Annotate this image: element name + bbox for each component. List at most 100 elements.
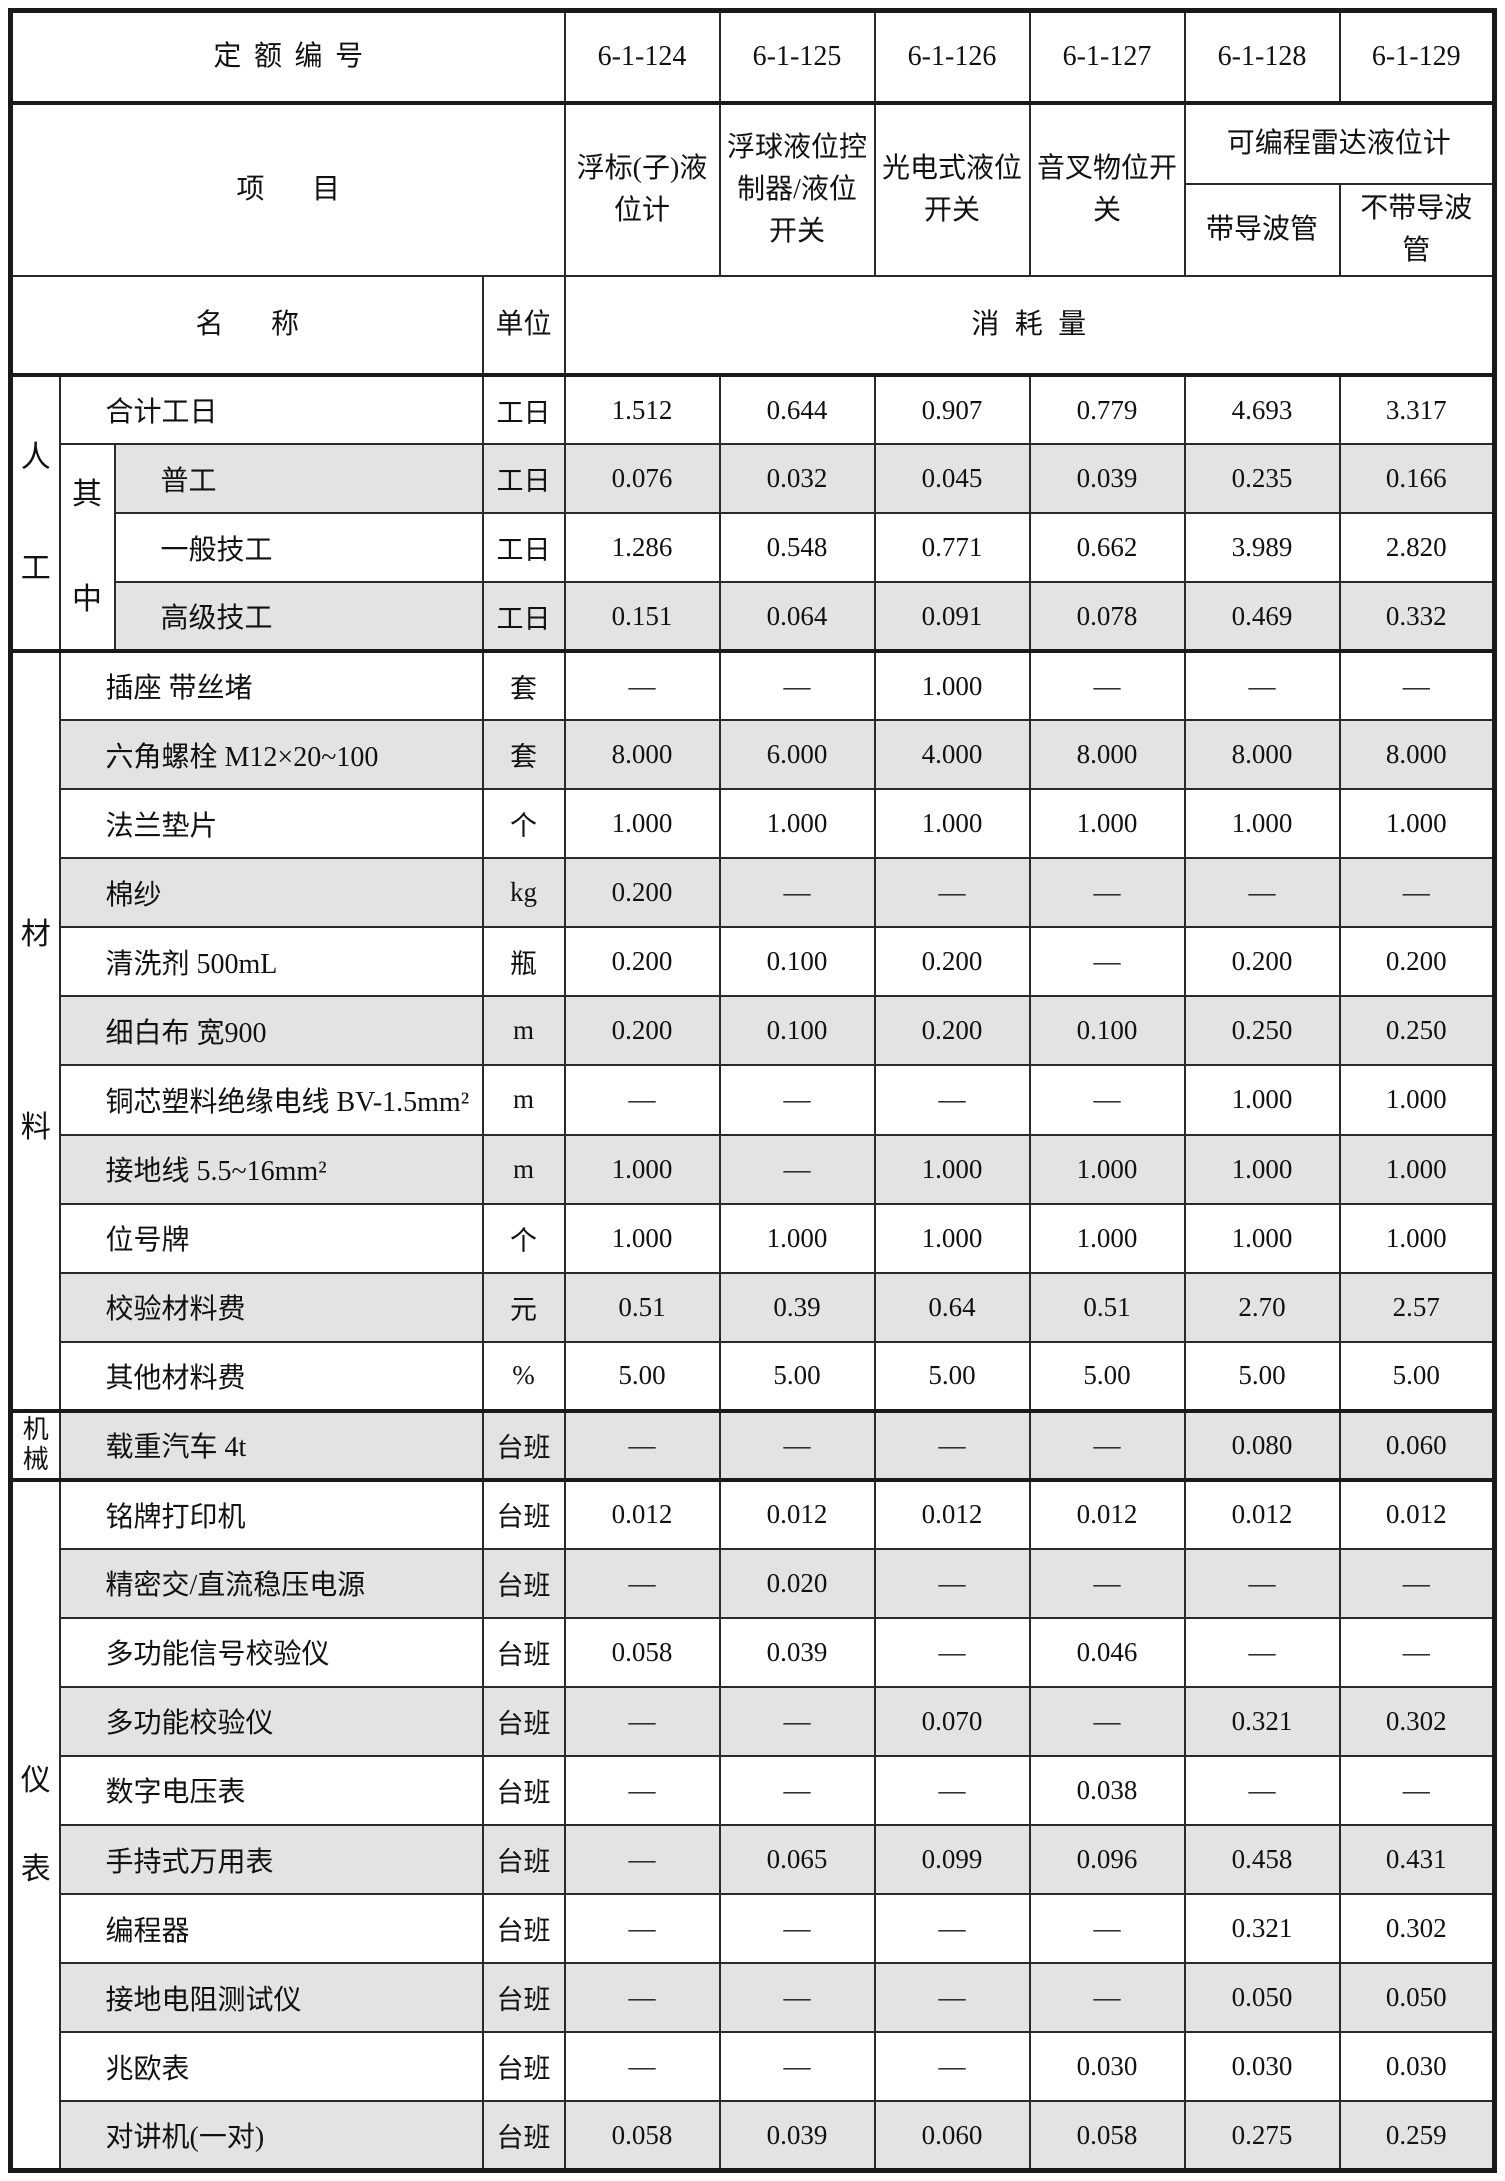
section-label-machinery: 机械	[9, 1408, 61, 1481]
row-value: —	[873, 857, 1031, 929]
row-value: 0.321	[1183, 1893, 1341, 1965]
row-value: 1.000	[1183, 1133, 1341, 1205]
row-value: 1.000	[1338, 1133, 1496, 1205]
row-value: —	[718, 1962, 876, 2034]
item-column-header: 音叉物位开关	[1028, 102, 1186, 277]
row-value: —	[718, 649, 876, 722]
table-row: 数字电压表 台班 — — —0.038— —	[11, 1754, 1496, 1826]
row-value: —	[1028, 1893, 1186, 1965]
row-value: 0.100	[1028, 995, 1186, 1067]
table-row: 材料插座 带丝堵套 — —1.000— — —	[9, 649, 1496, 1412]
row-value: —	[1183, 1616, 1341, 1688]
row-name: 法兰垫片	[58, 788, 484, 860]
row-value: —	[563, 1893, 721, 1965]
name-unit-row: 名称 单位 消耗量	[9, 275, 1496, 377]
row-value: 1.000	[1183, 1064, 1341, 1136]
row-value: —	[1183, 649, 1341, 722]
row-name: 铭牌打印机	[58, 1477, 484, 1550]
row-name: 精密交/直流稳压电源	[58, 1547, 484, 1619]
row-value: —	[563, 2031, 721, 2103]
row-value: 1.000	[1338, 1064, 1496, 1136]
row-value: —	[718, 2031, 876, 2103]
row-name: 兆欧表	[58, 2031, 484, 2103]
row-value: 0.100	[718, 995, 876, 1067]
row-value: 8.000	[563, 719, 721, 791]
row-value: 0.058	[563, 1616, 721, 1688]
row-value: 0.046	[1028, 1616, 1186, 1688]
row-value: 1.000	[873, 1133, 1031, 1205]
row-unit: 台班	[481, 1477, 566, 1550]
row-value: 0.166	[1338, 443, 1496, 515]
row-value: 1.000	[1338, 788, 1496, 860]
table-row: 法兰垫片个 1.000 1.000 1.000 1.000 1.000 1.000	[11, 788, 1496, 860]
row-unit: 工日	[481, 512, 566, 584]
row-unit: 台班	[481, 1823, 566, 1896]
row-value: 0.200	[1183, 926, 1341, 998]
row-value: 0.039	[718, 1616, 876, 1688]
item-column-header: 浮标(子)液位计	[563, 102, 721, 277]
table-row: 多功能信号校验仪 台班 0.058 0.039—0.046— —	[11, 1616, 1496, 1688]
row-value: 0.302	[1338, 1893, 1496, 1965]
row-value: —	[718, 1133, 876, 1205]
table-row: 棉纱 kg 0.200— — — — —	[11, 857, 1496, 929]
row-value: —	[1028, 649, 1186, 722]
row-name: 接地线 5.5~16mm²	[58, 1133, 484, 1205]
row-value: 1.000	[1183, 788, 1341, 860]
row-unit: 台班	[481, 2031, 566, 2103]
row-value: —	[718, 1754, 876, 1826]
row-value: 0.058	[1028, 2100, 1186, 2172]
row-value: —	[718, 1408, 876, 1481]
row-unit: 套	[481, 649, 566, 722]
row-value: 0.151	[563, 581, 721, 653]
row-value: 0.200	[873, 995, 1031, 1067]
row-value: 0.200	[1338, 926, 1496, 998]
table-row: 细白布 宽900 m 0.200 0.100 0.200 0.100 0.250 0.250	[11, 995, 1496, 1067]
row-unit: m	[481, 995, 566, 1067]
row-value: —	[563, 1754, 721, 1826]
row-value: —	[563, 649, 721, 722]
row-value: 0.065	[718, 1823, 876, 1896]
row-value: 5.00	[873, 1340, 1031, 1412]
quota-code: 6-1-125	[718, 9, 876, 105]
row-value: 0.064	[718, 581, 876, 653]
row-unit: 台班	[481, 1893, 566, 1965]
consumption-table-body: 人工合计工日 工日 1.512 0.644 0.907 0.779 4.693 3.317 其中…	[9, 372, 1496, 2172]
row-value: 1.512	[563, 372, 721, 446]
row-value: 0.321	[1183, 1685, 1341, 1757]
row-unit: 工日	[481, 581, 566, 653]
table-row: 一般技工 工日 1.286 0.548 0.771 0.662 3.989 2.820	[11, 512, 1496, 584]
row-value: 0.771	[873, 512, 1031, 584]
row-value: —	[563, 1962, 721, 2034]
row-name: 高级技工	[113, 581, 484, 653]
table-row: 兆欧表 台班 — — —0.030 0.030 0.030	[11, 2031, 1496, 2103]
row-value: 0.012	[718, 1477, 876, 1550]
row-value: 0.64	[873, 1271, 1031, 1343]
row-unit: 台班	[481, 1408, 566, 1481]
row-value: 1.000	[873, 788, 1031, 860]
quota-code: 6-1-127	[1028, 9, 1186, 105]
row-value: 0.51	[563, 1271, 721, 1343]
row-value: —	[1338, 857, 1496, 929]
row-name: 插座 带丝堵	[58, 649, 484, 722]
row-value: 0.060	[873, 2100, 1031, 2172]
row-value: 1.000	[1028, 788, 1186, 860]
row-name: 多功能信号校验仪	[58, 1616, 484, 1688]
row-value: 1.000	[1338, 1202, 1496, 1274]
row-value: 0.907	[873, 372, 1031, 446]
table-row: 校验材料费元 0.51 0.39 0.64 0.51 2.70 2.57	[11, 1271, 1496, 1343]
row-name: 六角螺栓 M12×20~100	[58, 719, 484, 791]
row-value: 0.050	[1338, 1962, 1496, 2034]
row-value: 0.662	[1028, 512, 1186, 584]
row-value: 0.032	[718, 443, 876, 515]
row-value: 0.012	[873, 1477, 1031, 1550]
quota-label: 定额编号	[9, 9, 566, 105]
row-value: —	[873, 1408, 1031, 1481]
row-value: 5.00	[718, 1340, 876, 1412]
row-value: 0.012	[1183, 1477, 1341, 1550]
row-unit: kg	[481, 857, 566, 929]
quota-code: 6-1-126	[873, 9, 1031, 105]
row-value: —	[1028, 926, 1186, 998]
row-value: 0.469	[1183, 581, 1341, 653]
row-unit: m	[481, 1133, 566, 1205]
row-value: 0.096	[1028, 1823, 1186, 1896]
